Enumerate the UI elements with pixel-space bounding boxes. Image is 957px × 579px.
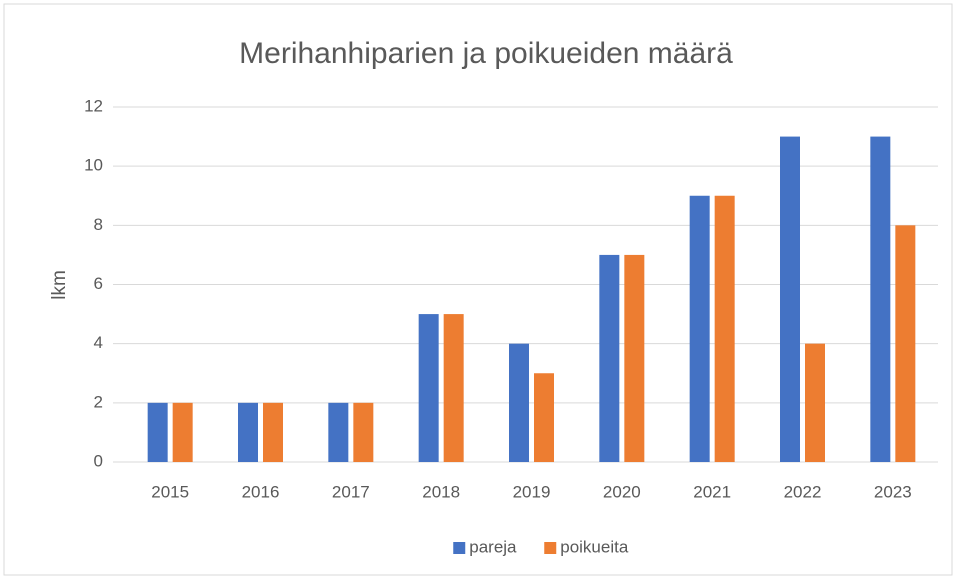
x-tick-label: 2022 bbox=[784, 482, 822, 501]
legend-label: poikueita bbox=[560, 537, 629, 556]
legend-swatch bbox=[544, 542, 557, 554]
bar bbox=[328, 402, 349, 462]
bar bbox=[870, 136, 891, 463]
y-axis-label: lkm bbox=[49, 270, 70, 300]
bar bbox=[689, 195, 710, 462]
bar bbox=[418, 314, 439, 462]
y-tick-label: 10 bbox=[84, 156, 103, 175]
y-tick-label: 4 bbox=[94, 333, 103, 352]
x-tick-label: 2018 bbox=[422, 482, 460, 501]
x-tick-label: 2017 bbox=[332, 482, 370, 501]
bar bbox=[780, 136, 800, 463]
chart-title: Merihanhiparien ja poikueiden määrä bbox=[239, 37, 733, 70]
bar bbox=[599, 254, 620, 462]
x-tick-label: 2016 bbox=[242, 482, 280, 501]
x-tick-label: 2020 bbox=[603, 482, 641, 501]
bar bbox=[534, 373, 554, 462]
bar bbox=[172, 402, 193, 462]
bar bbox=[443, 314, 464, 462]
x-tick-label: 2015 bbox=[151, 482, 189, 501]
legend-swatch bbox=[453, 542, 466, 554]
y-tick-label: 8 bbox=[94, 215, 103, 234]
bar bbox=[147, 402, 168, 462]
bar bbox=[714, 195, 735, 462]
bar bbox=[263, 402, 283, 462]
bar bbox=[895, 225, 916, 462]
y-tick-label: 0 bbox=[94, 451, 103, 470]
legend-label: pareja bbox=[469, 537, 517, 556]
bar bbox=[509, 343, 529, 462]
x-tick-label: 2021 bbox=[693, 482, 731, 501]
bar bbox=[624, 254, 645, 462]
bar bbox=[805, 343, 825, 462]
y-tick-label: 6 bbox=[94, 274, 103, 293]
y-tick-label: 2 bbox=[94, 392, 103, 411]
bar bbox=[238, 402, 258, 462]
x-tick-label: 2019 bbox=[513, 482, 551, 501]
bar bbox=[353, 402, 374, 462]
x-tick-label: 2023 bbox=[874, 482, 912, 501]
y-tick-label: 12 bbox=[84, 96, 103, 115]
